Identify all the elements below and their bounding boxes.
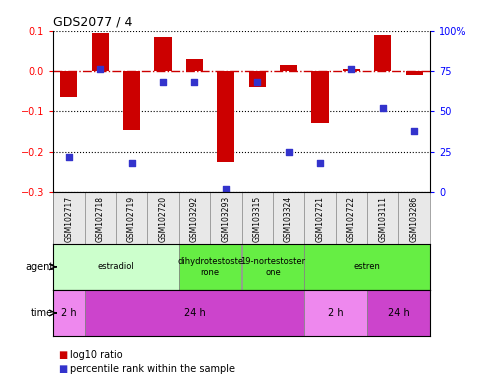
Bar <box>304 290 367 336</box>
Point <box>379 105 387 111</box>
Bar <box>92 33 109 71</box>
Text: GSM103111: GSM103111 <box>378 196 387 242</box>
Text: estren: estren <box>354 262 381 271</box>
Text: GSM102717: GSM102717 <box>64 196 73 242</box>
Text: GSM103293: GSM103293 <box>221 196 230 242</box>
Bar <box>312 71 328 124</box>
Text: percentile rank within the sample: percentile rank within the sample <box>70 364 235 374</box>
Text: GSM102720: GSM102720 <box>158 196 168 242</box>
Point <box>222 186 230 192</box>
Text: GSM102719: GSM102719 <box>127 196 136 242</box>
Text: GSM103315: GSM103315 <box>253 196 262 242</box>
Text: 24 h: 24 h <box>184 308 205 318</box>
Bar <box>179 244 242 290</box>
Point <box>316 160 324 166</box>
Text: GDS2077 / 4: GDS2077 / 4 <box>53 15 132 28</box>
Text: GSM102722: GSM102722 <box>347 196 356 242</box>
Text: ■: ■ <box>58 350 67 360</box>
Bar <box>280 65 297 71</box>
Text: estradiol: estradiol <box>98 262 134 271</box>
Point <box>348 66 355 73</box>
Bar <box>123 71 140 129</box>
Bar <box>242 244 304 290</box>
Bar <box>85 290 304 336</box>
Text: GSM102718: GSM102718 <box>96 196 105 242</box>
Bar <box>186 59 203 71</box>
Point <box>65 154 73 160</box>
Text: 19-nortestoster
one: 19-nortestoster one <box>241 257 305 276</box>
Text: ■: ■ <box>58 364 67 374</box>
Bar <box>343 69 360 71</box>
Text: 2 h: 2 h <box>328 308 343 318</box>
Text: time: time <box>31 308 53 318</box>
Bar <box>367 290 430 336</box>
Bar <box>53 244 179 290</box>
Bar <box>217 71 234 162</box>
Point <box>285 149 293 155</box>
Text: dihydrotestoste
rone: dihydrotestoste rone <box>177 257 243 276</box>
Text: 24 h: 24 h <box>387 308 410 318</box>
Bar <box>374 35 391 71</box>
Point <box>411 127 418 134</box>
Text: agent: agent <box>25 262 53 272</box>
Text: log10 ratio: log10 ratio <box>70 350 123 360</box>
Bar <box>406 71 423 75</box>
Point <box>191 79 199 85</box>
Point <box>97 66 104 73</box>
Bar <box>249 71 266 87</box>
Bar <box>53 290 85 336</box>
Text: GSM102721: GSM102721 <box>315 196 325 242</box>
Bar <box>304 244 430 290</box>
Text: GSM103286: GSM103286 <box>410 196 419 242</box>
Bar <box>155 37 171 71</box>
Point <box>159 79 167 85</box>
Bar <box>60 71 77 97</box>
Point <box>128 160 135 166</box>
Text: GSM103292: GSM103292 <box>190 196 199 242</box>
Text: GSM103324: GSM103324 <box>284 196 293 242</box>
Point <box>253 79 261 85</box>
Text: 2 h: 2 h <box>61 308 77 318</box>
